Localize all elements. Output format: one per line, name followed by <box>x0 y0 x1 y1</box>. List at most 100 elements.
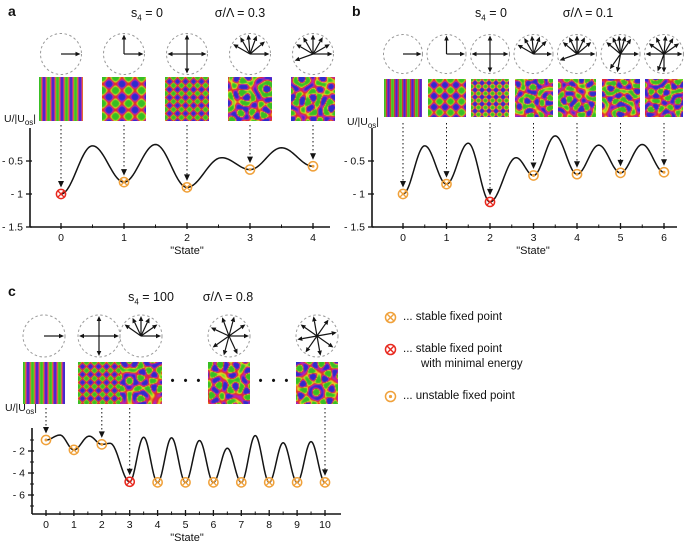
mode-arrow <box>299 53 314 60</box>
fixed-point-marker-stable-min <box>484 196 496 208</box>
mode-circle <box>426 34 467 74</box>
mode-arrow <box>313 321 318 337</box>
mode-arrowhead <box>626 38 632 45</box>
fixed-point-marker-unstable <box>571 168 583 180</box>
mode-arrow <box>140 326 154 337</box>
panel-b-ylabel: U/|Uos| <box>347 116 379 131</box>
legend-item-stable-min: ... stable fixed point with minimal energ… <box>384 342 674 372</box>
mode-arrow <box>224 335 230 351</box>
mode-arrow <box>532 41 539 55</box>
panel-a-chart: - 0.5 - 1 - 1.5 0 1 2 3 4 "State" <box>2 33 334 257</box>
mode-arrow <box>564 53 578 60</box>
fixed-point-marker-stable <box>152 477 163 488</box>
pattern-thumbnail-c <box>78 362 120 404</box>
x-tick-label: 3 <box>127 519 133 531</box>
mode-arrowhead <box>645 51 651 57</box>
panel-a-s4-title: s4 = 0 <box>131 6 163 23</box>
x-tick-label: 1 <box>71 519 77 531</box>
x-tick-label: 3 <box>531 232 537 244</box>
y-tick-label: - 1.5 <box>2 222 23 234</box>
mode-arrowhead <box>310 34 316 40</box>
mode-arrowhead <box>222 349 228 356</box>
mode-arrow <box>316 332 332 337</box>
mode-arrow <box>300 46 314 55</box>
legend-item-unstable: ... unstable fixed point <box>384 389 674 404</box>
x-tick-label: 1 <box>121 232 127 244</box>
panel-a-sigma-title: σ/Λ = 0.3 <box>214 6 266 20</box>
mode-arrowhead <box>585 42 592 48</box>
mode-arrowhead <box>201 51 207 57</box>
state-arrowhead <box>487 188 493 196</box>
pattern-thumbnail-c <box>296 362 338 404</box>
mode-arrow <box>566 44 578 55</box>
x-tick-label: 2 <box>487 232 493 244</box>
mode-arrowhead <box>303 37 308 43</box>
x-tick-label: 10 <box>319 519 331 531</box>
mode-arrowhead <box>668 37 674 44</box>
mode-arrow <box>663 40 666 55</box>
panel-c-label: c <box>8 283 16 299</box>
mode-arrow <box>228 326 242 337</box>
pattern-thumbnail-c <box>120 362 162 404</box>
mode-arrowhead <box>612 37 617 43</box>
mode-arrow <box>215 329 230 337</box>
mode-arrow <box>609 44 621 55</box>
pattern-thumbnail-a <box>228 77 272 121</box>
mode-circle <box>119 314 163 358</box>
mode-circle <box>383 34 423 74</box>
mode-arrowhead <box>240 37 245 43</box>
state-arrowhead <box>184 174 190 181</box>
mode-arrowhead <box>673 43 680 49</box>
mode-arrowhead <box>416 51 422 57</box>
fixed-point-marker-stable-min <box>55 188 67 200</box>
pattern-thumbnail-b <box>601 79 640 117</box>
mode-arrow <box>140 322 148 337</box>
x-axis-title: "State" <box>516 245 550 257</box>
mode-arrow <box>620 42 629 55</box>
x-tick-label: 1 <box>444 232 450 244</box>
state-arrowhead <box>574 161 580 168</box>
fixed-point-marker-unstable <box>528 170 539 181</box>
panel-c-chart: - 2 - 4 - 6 0 1 2 3 4 5 6 7 8 9 10 "State" <box>13 314 341 544</box>
mode-arrowhead <box>606 42 612 48</box>
mode-arrow <box>526 42 535 55</box>
mode-arrowhead <box>156 333 161 339</box>
mode-arrowhead <box>132 317 137 324</box>
pattern-thumbnail-b <box>471 79 509 117</box>
mode-arrowhead <box>259 41 265 47</box>
mode-circle <box>292 33 334 75</box>
y-tick-label: - 2 <box>13 446 25 458</box>
mode-arrow <box>305 41 314 55</box>
mode-arrowhead <box>661 67 667 73</box>
mode-arrow <box>576 44 588 55</box>
mode-arrowhead <box>471 51 477 57</box>
state-arrowhead <box>310 153 316 160</box>
fixed-point-marker-stable <box>319 477 331 488</box>
mode-arrow <box>134 322 142 337</box>
x-tick-label: 8 <box>266 519 272 531</box>
mode-arrow <box>618 40 622 55</box>
mode-arrow <box>228 335 236 350</box>
mode-arrowhead <box>648 43 655 49</box>
mode-arrow <box>237 46 251 55</box>
mode-arrowhead <box>634 51 639 57</box>
mode-arrowhead <box>296 44 302 49</box>
x-tick-label: 4 <box>310 232 316 244</box>
mode-arrowhead <box>327 342 334 348</box>
y-tick-label: - 6 <box>13 490 25 502</box>
mode-arrowhead <box>138 51 144 57</box>
x-tick-label: 2 <box>184 232 190 244</box>
x-axis-title: "State" <box>170 532 204 544</box>
panel-a-ylabel: U/|Uos| <box>4 113 36 128</box>
fixed-point-marker-stable <box>235 477 247 488</box>
panel-c-s4-title: s4 = 100 <box>128 290 174 307</box>
mode-circle <box>644 34 684 74</box>
mode-arrow <box>652 45 665 55</box>
mode-arrowhead <box>318 37 323 43</box>
x-axis-title: "State" <box>170 245 204 257</box>
mode-arrow <box>521 46 534 55</box>
fixed-point-marker-stable <box>441 178 452 190</box>
fixed-point-marker-stable <box>291 477 303 488</box>
mode-arrowhead <box>323 319 329 326</box>
panel-b-sigma-title: σ/Λ = 0.1 <box>562 6 614 20</box>
